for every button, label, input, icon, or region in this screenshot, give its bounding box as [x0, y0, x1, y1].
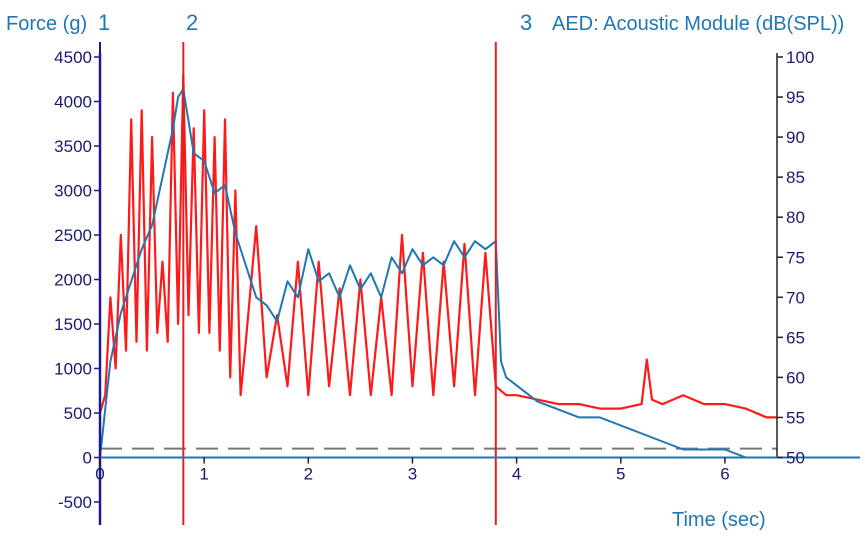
x-tick-label: 4: [512, 465, 521, 484]
x-tick-label: 0: [95, 465, 104, 484]
y2-tick-label: 100: [786, 48, 814, 67]
y-tick-label: 1500: [54, 315, 92, 334]
cursor-1-label: 1: [98, 10, 110, 35]
x-tick-label: 1: [199, 465, 208, 484]
y-tick-label: 500: [64, 404, 92, 423]
y-tick-label: 2500: [54, 226, 92, 245]
y2-tick-label: 80: [786, 208, 805, 227]
x-tick-label: 3: [408, 465, 417, 484]
left-axis-title: Force (g): [6, 13, 87, 35]
y2-tick-label: 55: [786, 408, 805, 427]
right-axis-title: AED: Acoustic Module (dB(SPL)): [552, 13, 844, 35]
y2-tick-label: 85: [786, 168, 805, 187]
x-axis-label: Time (sec): [672, 509, 766, 531]
y2-tick-label: 95: [786, 88, 805, 107]
series-layer: [98, 73, 777, 459]
y-tick-label: 4500: [54, 48, 92, 67]
cursor-3-label: 3: [520, 10, 532, 35]
y-tick-label: 0: [83, 449, 92, 468]
acoustic-series-line: [99, 88, 777, 459]
y2-tick-label: 75: [786, 248, 805, 267]
y2-tick-label: 65: [786, 328, 805, 347]
y-tick-label: 1000: [54, 360, 92, 379]
x-tick-label: 5: [616, 465, 625, 484]
x-tick-label: 6: [720, 465, 729, 484]
cursor-2-label: 2: [186, 10, 198, 35]
y2-tick-label: 50: [786, 449, 805, 468]
y-tick-label: 4000: [54, 93, 92, 112]
y2-tick-label: 70: [786, 288, 805, 307]
y-tick-label: 2000: [54, 271, 92, 290]
x-tick-label: 2: [304, 465, 313, 484]
cursor-layer: [99, 42, 497, 525]
y-tick-label: 3500: [54, 137, 92, 156]
y-tick-label: -500: [58, 493, 92, 512]
y-tick-label: 3000: [54, 182, 92, 201]
y2-tick-label: 90: [786, 128, 805, 147]
force-series-line: [98, 73, 777, 419]
y2-tick-label: 60: [786, 368, 805, 387]
axes-layer: 450040003500300025002000150010005000-500…: [54, 48, 860, 525]
